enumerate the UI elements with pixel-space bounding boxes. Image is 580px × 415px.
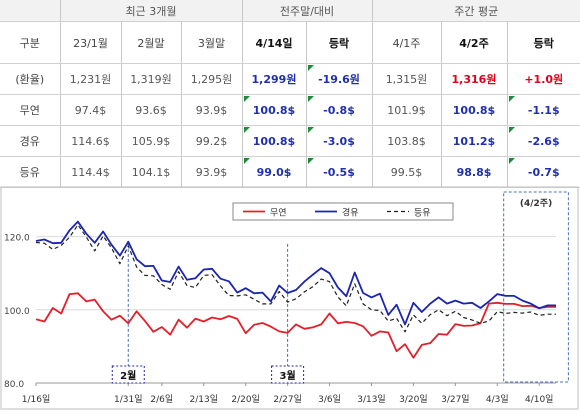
legend-box bbox=[232, 202, 454, 221]
y-tick-label: 120.0 bbox=[4, 234, 30, 244]
table-cell: 97.4$ bbox=[59, 94, 121, 126]
table-cell: 98.8$ bbox=[440, 156, 507, 188]
x-tick-label: 1/16일 bbox=[22, 394, 51, 405]
table-cell: 114.4$ bbox=[59, 156, 121, 188]
group-header-weekly-change: 전주말/대비 bbox=[241, 0, 372, 22]
x-tick-label: 3/27일 bbox=[441, 394, 470, 405]
col-header-change: 등락 bbox=[305, 21, 372, 64]
x-tick-label: 2/20일 bbox=[231, 394, 260, 405]
y-tick-label: 100.0 bbox=[4, 307, 30, 317]
col-header-apr14: 4/14일 bbox=[241, 21, 306, 64]
x-tick-label: 4/3일 bbox=[486, 394, 509, 405]
table-row-exchange-rate: (환율) 1,231원 1,319원 1,295원 1,299원 -19.6원 … bbox=[0, 63, 580, 95]
corner-cell bbox=[0, 0, 60, 22]
x-tick-label: 2/13일 bbox=[189, 394, 218, 405]
table-cell: 1,295원 bbox=[180, 63, 242, 95]
col-header-mar-end: 3월말 bbox=[180, 21, 242, 64]
month-marker-label: 2월 bbox=[120, 370, 136, 382]
table-cell: 101.9$ bbox=[371, 94, 441, 126]
y-tick-label: 80.0 bbox=[4, 380, 24, 390]
table-cell: 93.9$ bbox=[180, 94, 242, 126]
row-label: 경유 bbox=[0, 125, 60, 157]
x-tick-label: 3/20일 bbox=[399, 394, 428, 405]
table-cell: 103.8$ bbox=[371, 125, 441, 157]
col-header-apr-wk1: 4/1주 bbox=[371, 21, 441, 64]
table-cell: -0.8$ bbox=[305, 94, 372, 126]
row-label: (환율) bbox=[0, 63, 60, 95]
table-cell: -0.5$ bbox=[305, 156, 372, 188]
group-header-weekly-average: 주간 평균 bbox=[371, 0, 580, 22]
table-cell: -1.1$ bbox=[506, 94, 580, 126]
highlight-box bbox=[503, 191, 569, 383]
table-cell: 100.8$ bbox=[241, 94, 306, 126]
table-row-gasoline: 무연 97.4$ 93.6$ 93.9$ 100.8$ -0.8$ 101.9$… bbox=[0, 94, 580, 126]
price-table: 최근 3개월 전주말/대비 주간 평균 구분 23/1월 2월말 3월말 4/1… bbox=[0, 0, 580, 188]
table-cell: 104.1$ bbox=[120, 156, 181, 188]
table-cell: -0.7$ bbox=[506, 156, 580, 188]
series-line bbox=[35, 224, 556, 333]
x-tick-label: 3/13일 bbox=[357, 394, 386, 405]
table-cell: 99.2$ bbox=[180, 125, 242, 157]
table-cell: -2.6$ bbox=[506, 125, 580, 157]
table-cell: 100.8$ bbox=[241, 125, 306, 157]
table-row-diesel: 경유 114.6$ 105.9$ 99.2$ 100.8$ -3.0$ 103.… bbox=[0, 125, 580, 157]
col-header-apr-wk2: 4/2주 bbox=[440, 21, 507, 64]
table-cell: -3.0$ bbox=[305, 125, 372, 157]
table-cell: 114.6$ bbox=[59, 125, 121, 157]
chart-frame bbox=[0, 186, 579, 410]
table-cell: +1.0원 bbox=[506, 63, 580, 95]
month-marker-box bbox=[271, 365, 305, 384]
table-cell: 1,231원 bbox=[59, 63, 121, 95]
table-cell: 1,319원 bbox=[120, 63, 181, 95]
row-label: 등유 bbox=[0, 156, 60, 188]
highlight-label: (4/2주) bbox=[520, 198, 552, 209]
month-marker-label: 3월 bbox=[280, 370, 296, 382]
table-cell: 1,299원 bbox=[241, 63, 306, 95]
x-tick-label: 2/6일 bbox=[150, 394, 173, 405]
series-line bbox=[35, 220, 556, 326]
table-cell: -19.6원 bbox=[305, 63, 372, 95]
legend-label: 등유 bbox=[414, 208, 431, 219]
col-header-category: 구분 bbox=[0, 21, 60, 64]
table-cell: 1,315원 bbox=[371, 63, 441, 95]
col-header-jan: 23/1월 bbox=[59, 21, 121, 64]
series-line bbox=[35, 292, 556, 359]
col-header-feb-end: 2월말 bbox=[120, 21, 181, 64]
table-cell: 93.6$ bbox=[120, 94, 181, 126]
table-cell: 99.5$ bbox=[371, 156, 441, 188]
x-tick-label: 4/10일 bbox=[525, 394, 554, 405]
month-marker-box bbox=[111, 365, 145, 384]
table-cell: 105.9$ bbox=[120, 125, 181, 157]
col-header-weekly-change: 등락 bbox=[506, 21, 580, 64]
row-label: 무연 bbox=[0, 94, 60, 126]
group-header-recent: 최근 3개월 bbox=[59, 0, 242, 22]
table-cell: 101.2$ bbox=[440, 125, 507, 157]
legend-label: 경유 bbox=[342, 207, 359, 219]
table-cell: 99.0$ bbox=[241, 156, 306, 188]
x-tick-label: 3/6일 bbox=[318, 394, 341, 405]
price-chart: 120.0 100.0 80.0 1/16일 1/31일 2/6일 2/13일 2/20일 2/… bbox=[0, 186, 580, 411]
x-tick-label: 1/31일 bbox=[114, 394, 143, 405]
table-cell: 100.8$ bbox=[440, 94, 507, 126]
table-cell: 1,316원 bbox=[440, 63, 507, 95]
legend-label: 무연 bbox=[270, 208, 287, 219]
table-cell: 93.9$ bbox=[180, 156, 242, 188]
price-chart-svg: 120.0 100.0 80.0 1/16일 1/31일 2/6일 2/13일 2/20일 2/… bbox=[0, 186, 579, 410]
x-tick-label: 2/27일 bbox=[273, 394, 302, 405]
table-row-kerosene: 등유 114.4$ 104.1$ 93.9$ 99.0$ -0.5$ 99.5$… bbox=[0, 156, 580, 188]
